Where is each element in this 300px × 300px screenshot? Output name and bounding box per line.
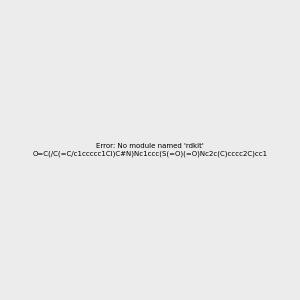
Text: Error: No module named 'rdkit'
O=C(/C(=C/c1ccccc1Cl)C#N)Nc1ccc(S(=O)(=O)Nc2c(C)c: Error: No module named 'rdkit' O=C(/C(=C… (32, 143, 268, 157)
